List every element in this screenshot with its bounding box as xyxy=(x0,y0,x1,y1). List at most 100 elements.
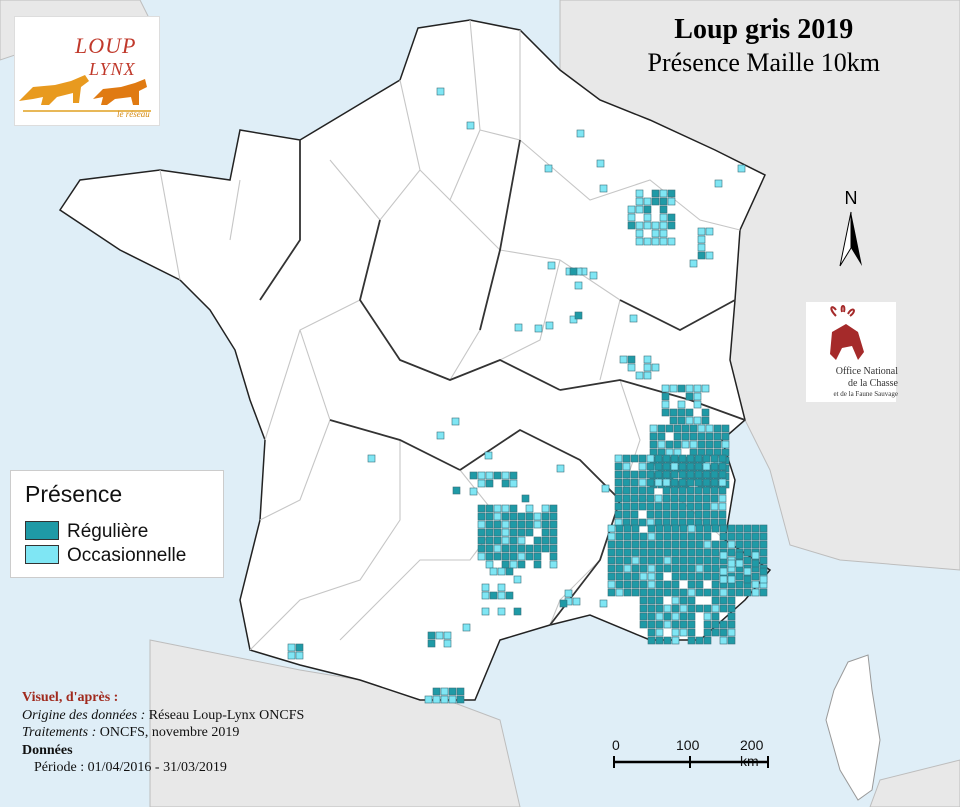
cell-occasionnelle xyxy=(477,520,486,529)
stag-emblem-icon xyxy=(830,305,864,360)
cell-occasionnelle xyxy=(497,583,506,592)
cell-reguliere xyxy=(727,588,736,597)
cell-reguliere xyxy=(646,502,655,511)
cell-reguliere xyxy=(710,462,719,471)
cell-occasionnelle xyxy=(295,651,304,660)
cell-occasionnelle xyxy=(466,121,475,130)
cell-reguliere xyxy=(686,462,695,471)
cell-occasionnelle xyxy=(646,454,655,463)
cell-reguliere xyxy=(751,572,760,581)
cell-occasionnelle xyxy=(743,567,752,576)
cell-reguliere xyxy=(711,612,720,621)
cell-occasionnelle xyxy=(635,229,644,238)
cell-reguliere xyxy=(679,524,688,533)
cell-reguliere xyxy=(687,580,696,589)
cell-reguliere xyxy=(759,567,768,576)
cell-occasionnelle xyxy=(635,221,644,230)
cell-reguliere xyxy=(639,612,648,621)
cell-reguliere xyxy=(614,478,623,487)
cell-occasionnelle xyxy=(647,572,656,581)
cell-reguliere xyxy=(623,540,632,549)
cell-reguliere xyxy=(721,424,730,433)
cell-reguliere xyxy=(719,532,728,541)
cell-occasionnelle xyxy=(545,321,554,330)
cell-reguliere xyxy=(631,540,640,549)
cell-occasionnelle xyxy=(697,235,706,244)
cell-occasionnelle xyxy=(727,540,736,549)
cell-reguliere xyxy=(501,560,510,569)
cell-occasionnelle xyxy=(614,454,623,463)
cell-occasionnelle xyxy=(443,639,452,648)
cell-reguliere xyxy=(509,528,518,537)
cell-reguliere xyxy=(452,486,461,495)
cell-reguliere xyxy=(607,540,616,549)
cell-reguliere xyxy=(622,502,631,511)
cell-reguliere xyxy=(525,544,534,553)
cell-reguliere xyxy=(505,567,514,576)
cell-occasionnelle xyxy=(627,213,636,222)
cell-reguliere xyxy=(427,631,436,640)
cell-occasionnelle xyxy=(525,504,534,513)
cell-reguliere xyxy=(743,548,752,557)
cell-occasionnelle xyxy=(671,628,680,637)
cell-reguliere xyxy=(662,486,671,495)
cell-reguliere xyxy=(647,628,656,637)
cell-reguliere xyxy=(669,408,678,417)
cell-reguliere xyxy=(559,599,568,608)
cell-reguliere xyxy=(623,572,632,581)
cell-reguliere xyxy=(751,559,760,568)
cell-reguliere xyxy=(485,536,494,545)
data-credits: Visuel, d'après : Origine des données : … xyxy=(22,689,304,777)
cell-reguliere xyxy=(517,512,526,521)
cell-reguliere xyxy=(614,462,623,471)
cell-reguliere xyxy=(493,520,502,529)
cell-occasionnelle xyxy=(619,355,628,364)
cell-occasionnelle xyxy=(485,560,494,569)
cell-reguliere xyxy=(517,544,526,553)
cell-reguliere xyxy=(670,510,679,519)
cell-occasionnelle xyxy=(622,462,631,471)
cell-reguliere xyxy=(686,470,695,479)
cell-reguliere xyxy=(703,524,712,533)
cell-reguliere xyxy=(647,548,656,557)
cell-reguliere xyxy=(667,189,676,198)
cell-reguliere xyxy=(615,572,624,581)
cell-occasionnelle xyxy=(711,604,720,613)
france-mainland xyxy=(58,19,772,701)
cell-occasionnelle xyxy=(615,588,624,597)
cell-reguliere xyxy=(623,580,632,589)
cell-reguliere xyxy=(663,548,672,557)
cell-occasionnelle xyxy=(638,478,647,487)
cell-reguliere xyxy=(695,524,704,533)
oncfs-line3: et de la Faune Sauvage xyxy=(833,390,898,398)
cell-reguliere xyxy=(678,478,687,487)
cell-reguliere xyxy=(759,524,768,533)
cell-reguliere xyxy=(631,532,640,541)
cell-occasionnelle xyxy=(670,462,679,471)
cell-reguliere xyxy=(678,510,687,519)
cell-reguliere xyxy=(517,560,526,569)
cell-reguliere xyxy=(663,612,672,621)
cell-reguliere xyxy=(670,478,679,487)
map-title: Loup gris 2019 Présence Maille 10km xyxy=(648,14,881,78)
cell-reguliere xyxy=(639,532,648,541)
cell-reguliere xyxy=(703,564,712,573)
cell-occasionnelle xyxy=(661,384,670,393)
cell-occasionnelle xyxy=(693,400,702,409)
cell-occasionnelle xyxy=(663,604,672,613)
cell-reguliere xyxy=(687,596,696,605)
cell-reguliere xyxy=(689,432,698,441)
cell-reguliere xyxy=(695,588,704,597)
cell-reguliere xyxy=(627,355,636,364)
cell-reguliere xyxy=(735,580,744,589)
region-borders xyxy=(259,139,746,626)
cell-reguliere xyxy=(711,548,720,557)
cell-reguliere xyxy=(549,552,558,561)
cell-reguliere xyxy=(493,528,502,537)
cell-occasionnelle xyxy=(647,580,656,589)
cell-reguliere xyxy=(513,607,522,616)
cell-occasionnelle xyxy=(443,631,452,640)
cell-reguliere xyxy=(654,470,663,479)
cell-reguliere xyxy=(705,432,714,441)
cell-reguliere xyxy=(679,564,688,573)
